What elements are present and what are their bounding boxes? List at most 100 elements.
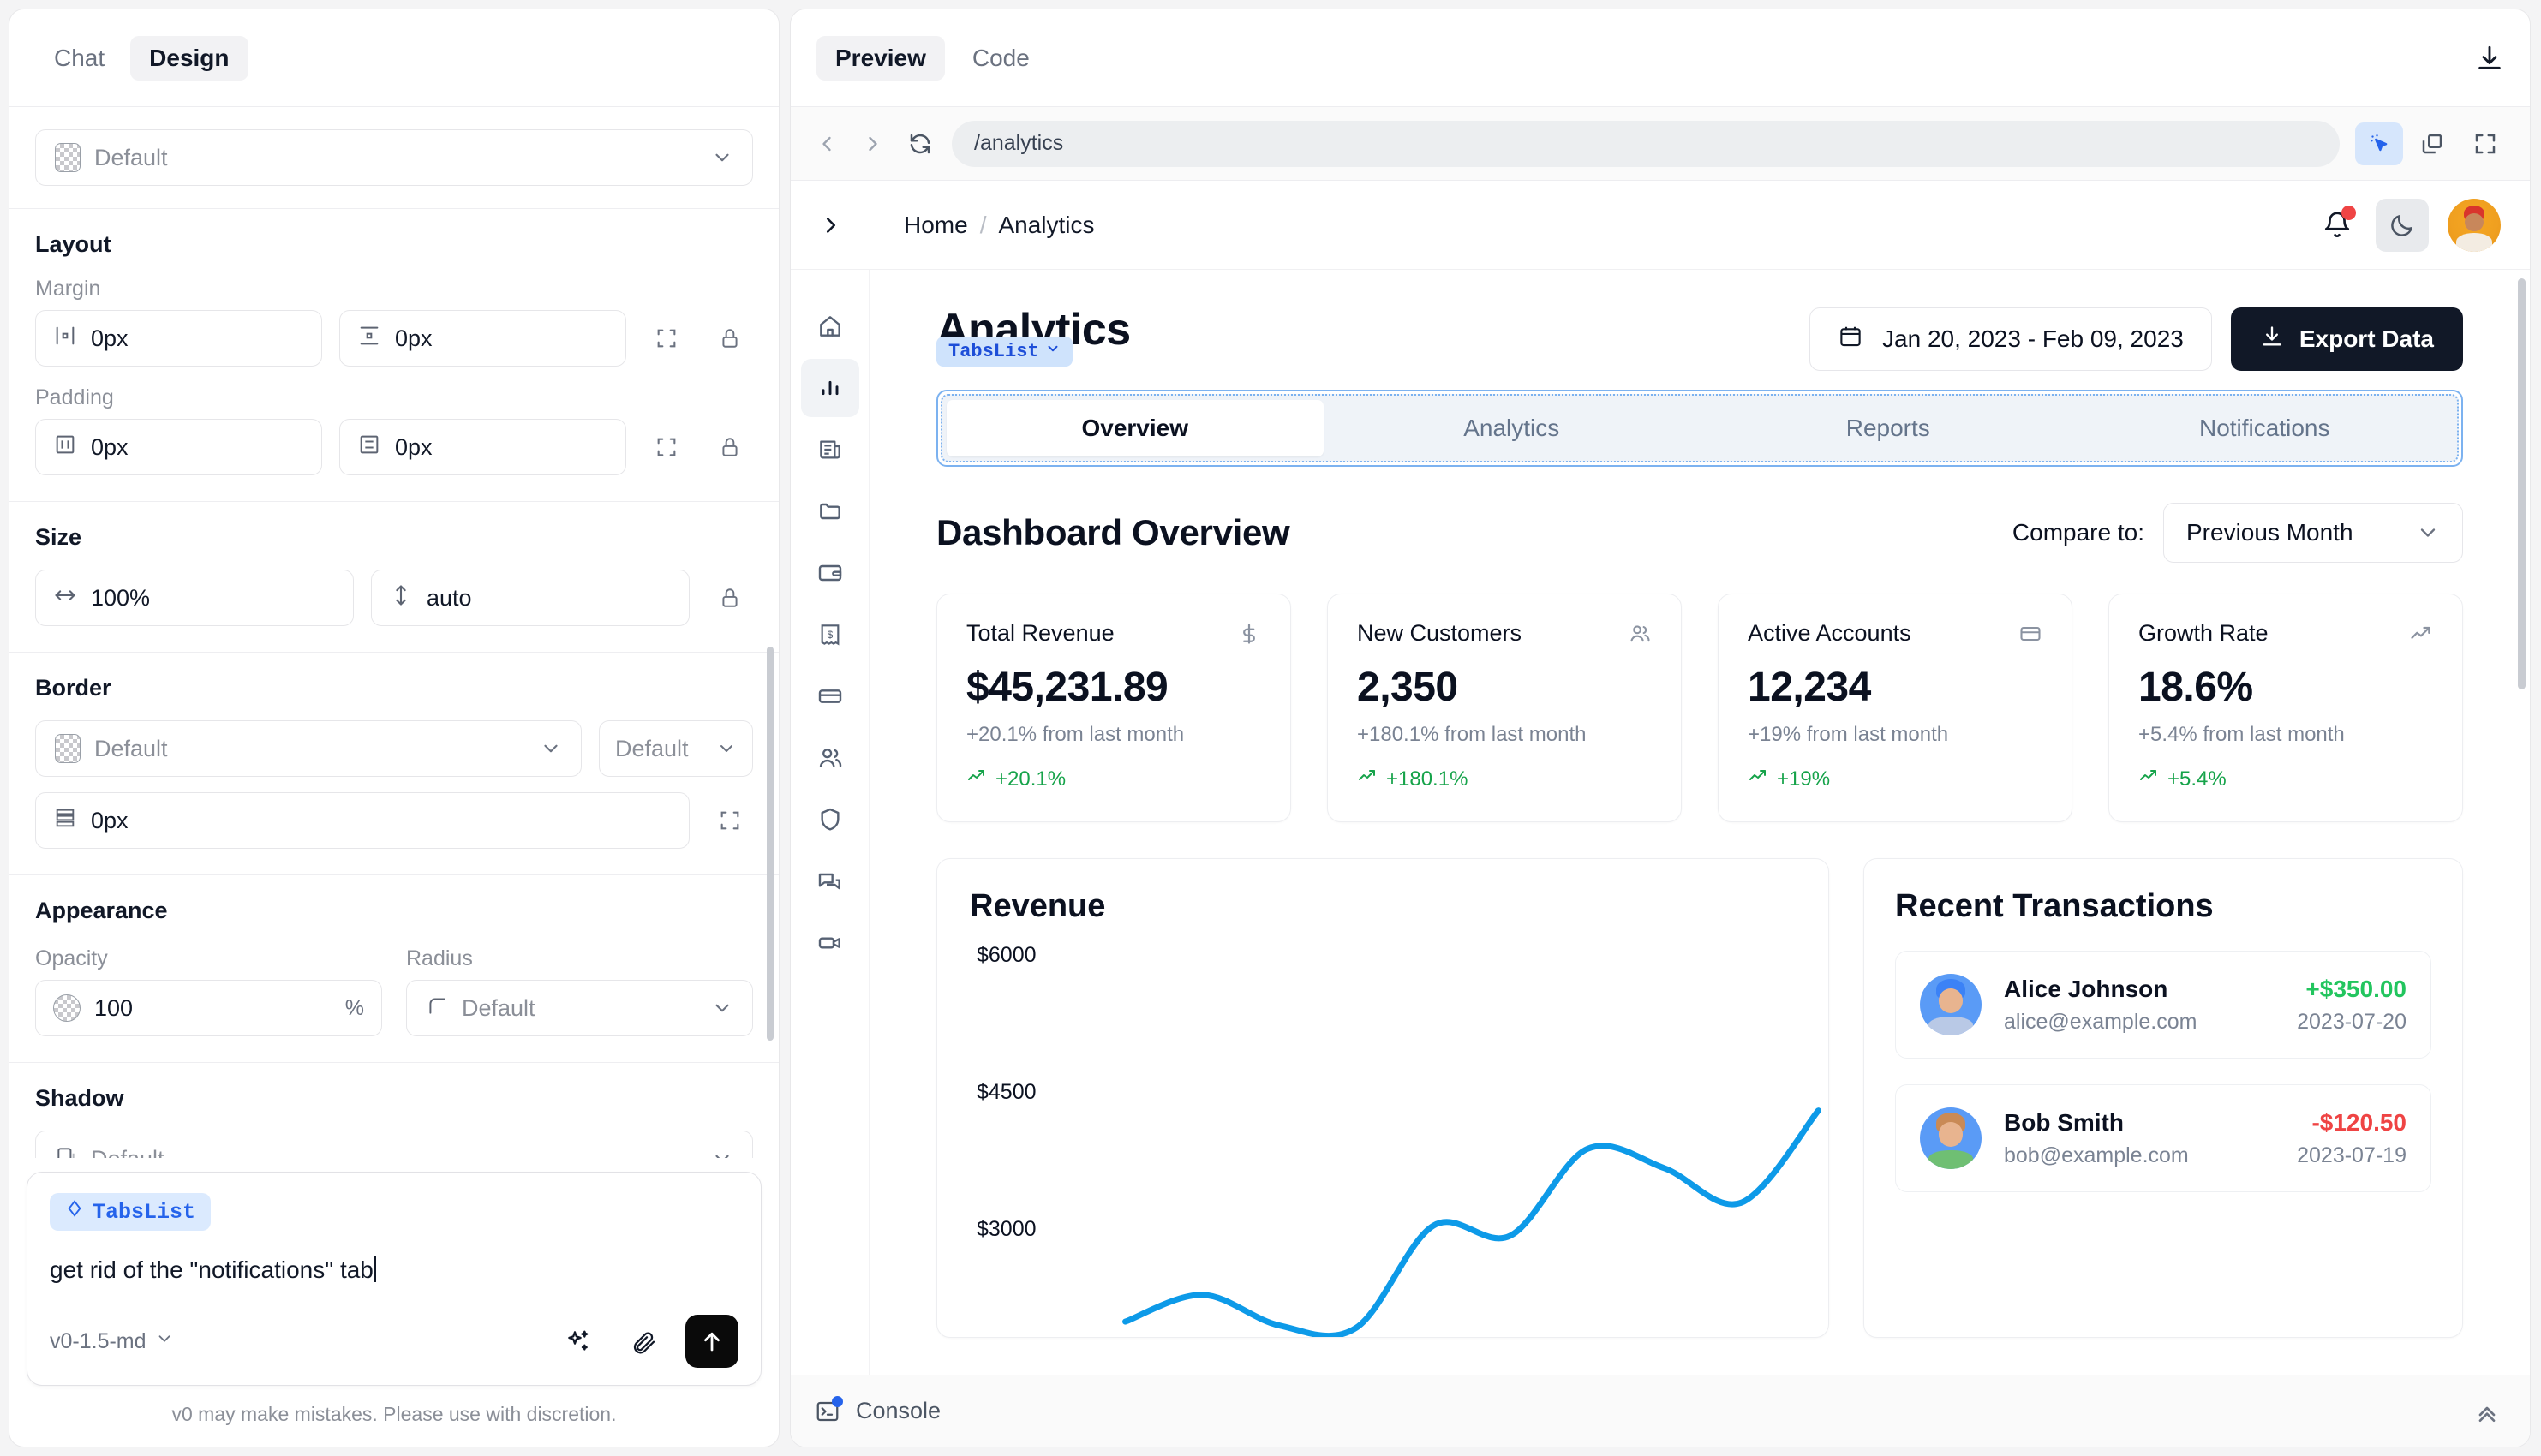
appearance-section-title: Appearance <box>35 898 168 923</box>
diamond-icon <box>65 1199 84 1225</box>
tab-code[interactable]: Code <box>972 44 1030 71</box>
selected-element-chip[interactable]: TabsList <box>50 1193 212 1231</box>
chat-composer[interactable]: TabsList get rid of the "notifications" … <box>27 1172 762 1386</box>
sidebar-scrollbar[interactable] <box>767 647 774 1041</box>
inspect-cursor-icon[interactable] <box>2355 122 2403 165</box>
tab-overview[interactable]: Overview <box>947 400 1324 456</box>
border-color-value: Default <box>94 735 168 761</box>
fullscreen-icon[interactable] <box>2461 122 2509 165</box>
border-style-select[interactable]: Default <box>599 720 753 777</box>
forward-icon[interactable] <box>858 128 888 159</box>
margin-lock-icon[interactable] <box>707 315 753 361</box>
sidebar-item-security[interactable] <box>801 791 859 849</box>
height-input[interactable]: auto <box>371 570 690 626</box>
model-select[interactable]: v0-1.5-md <box>50 1329 174 1354</box>
sidebar-toggle-icon[interactable] <box>815 209 847 242</box>
stat-card-grid: Total Revenue $45,231.89 +20.1% from las… <box>936 594 2463 822</box>
sidebar-item-files[interactable] <box>801 482 859 540</box>
tab-chat[interactable]: Chat <box>54 44 105 71</box>
opacity-label: Opacity <box>35 946 108 970</box>
stat-value: $45,231.89 <box>966 665 1169 710</box>
sidebar-item-cards[interactable] <box>801 667 859 725</box>
padding-label: Padding <box>35 385 114 409</box>
attachment-icon[interactable] <box>620 1318 667 1364</box>
radius-select[interactable]: Default <box>406 980 753 1036</box>
width-input[interactable]: 100% <box>35 570 354 626</box>
margin-x-value: 0px <box>91 325 129 351</box>
tab-analytics[interactable]: Analytics <box>1463 415 1560 441</box>
compare-to-value: Previous Month <box>2186 519 2353 546</box>
border-expand-icon[interactable] <box>707 797 753 844</box>
padding-expand-icon[interactable] <box>643 424 690 470</box>
breadcrumb-home[interactable]: Home <box>904 211 968 238</box>
stat-delta-value: +19% <box>1777 767 1831 791</box>
transaction-row[interactable]: Bob Smith bob@example.com -$120.50 2023-… <box>1895 1084 2431 1192</box>
compare-to-label: Compare to: <box>2012 519 2144 546</box>
refresh-icon[interactable] <box>904 128 936 160</box>
download-icon[interactable] <box>2475 44 2504 73</box>
design-sidebar: Chat Design Default Layout Margin <box>9 9 780 1447</box>
element-preset-select[interactable]: Default <box>35 129 753 186</box>
date-range-picker[interactable]: Jan 20, 2023 - Feb 09, 2023 <box>1809 307 2212 371</box>
export-data-button[interactable]: Export Data <box>2230 307 2463 371</box>
padding-lock-icon[interactable] <box>707 424 753 470</box>
avatar[interactable] <box>2448 198 2501 252</box>
prompt-input[interactable]: get rid of the "notifications" tab <box>50 1256 738 1284</box>
tab-reports[interactable]: Reports <box>1845 415 1930 441</box>
sidebar-item-analytics[interactable] <box>800 359 859 417</box>
app-sidebar-rail: $ <box>791 270 870 1375</box>
app-header: Home / Analytics <box>791 181 2530 270</box>
sidebar-item-receipts[interactable]: $ <box>801 606 859 664</box>
design-properties-scroll[interactable]: Default Layout Margin 0px <box>9 107 779 1158</box>
tab-design[interactable]: Design <box>130 35 248 81</box>
transaction-row[interactable]: Alice Johnson alice@example.com +$350.00… <box>1895 951 2431 1059</box>
url-input[interactable]: /analytics <box>952 120 2340 167</box>
tab-notifications[interactable]: Notifications <box>2198 415 2330 441</box>
sidebar-item-messages[interactable] <box>801 852 859 910</box>
opacity-input[interactable]: 100 % <box>35 980 382 1036</box>
chip-label: TabsList <box>93 1199 196 1225</box>
sidebar-item-video[interactable] <box>801 914 859 972</box>
shadow-select[interactable]: Default <box>35 1131 753 1158</box>
size-lock-icon[interactable] <box>707 575 753 621</box>
border-color-select[interactable]: Default <box>35 720 582 777</box>
margin-expand-icon[interactable] <box>643 315 690 361</box>
transaction-email: bob@example.com <box>2004 1143 2189 1167</box>
app-scrollbar[interactable] <box>2518 278 2526 689</box>
back-icon[interactable] <box>811 128 842 159</box>
stat-label: Total Revenue <box>966 620 1115 646</box>
element-select-section: Default <box>9 129 779 209</box>
padding-horizontal-input[interactable]: 0px <box>35 419 322 475</box>
border-width-input[interactable]: 0px <box>35 792 690 849</box>
padding-vertical-input[interactable]: 0px <box>339 419 626 475</box>
tab-preview[interactable]: Preview <box>816 35 945 81</box>
stat-delta: +19% <box>1748 766 2042 792</box>
send-button[interactable] <box>685 1315 738 1368</box>
sidebar-item-news[interactable] <box>801 421 859 479</box>
overview-title: Dashboard Overview <box>936 512 1290 552</box>
preset-swatch-icon <box>55 143 81 172</box>
margin-vertical-input[interactable]: 0px <box>339 310 626 367</box>
export-label: Export Data <box>2299 325 2434 352</box>
border-style-value: Default <box>615 735 689 761</box>
open-new-window-icon[interactable] <box>2408 122 2456 165</box>
compare-to-select[interactable]: Previous Month <box>2163 503 2463 563</box>
dark-mode-toggle[interactable] <box>2376 198 2429 252</box>
corner-radius-icon <box>426 994 448 1023</box>
composer-container: TabsList get rid of the "notifications" … <box>9 1158 779 1447</box>
layout-section-title: Layout <box>35 231 111 257</box>
size-section: Size 100% auto <box>9 524 779 653</box>
disclaimer-text: v0 may make mistakes. Please use with di… <box>171 1403 617 1425</box>
sidebar-item-home[interactable] <box>801 297 859 355</box>
breadcrumb-analytics[interactable]: Analytics <box>998 211 1095 238</box>
console-bar[interactable]: Console <box>791 1375 2530 1447</box>
chevron-down-icon <box>1045 341 1061 362</box>
sparkles-icon[interactable] <box>555 1318 601 1364</box>
notifications-bell-icon[interactable] <box>2317 205 2357 245</box>
chevrons-up-icon[interactable] <box>2473 1398 2501 1425</box>
margin-horizontal-input[interactable]: 0px <box>35 310 322 367</box>
tabslist-selection-badge[interactable]: TabsList <box>936 337 1073 367</box>
stat-value: 18.6% <box>2138 665 2253 710</box>
sidebar-item-users[interactable] <box>801 729 859 787</box>
sidebar-item-wallet[interactable] <box>801 544 859 602</box>
